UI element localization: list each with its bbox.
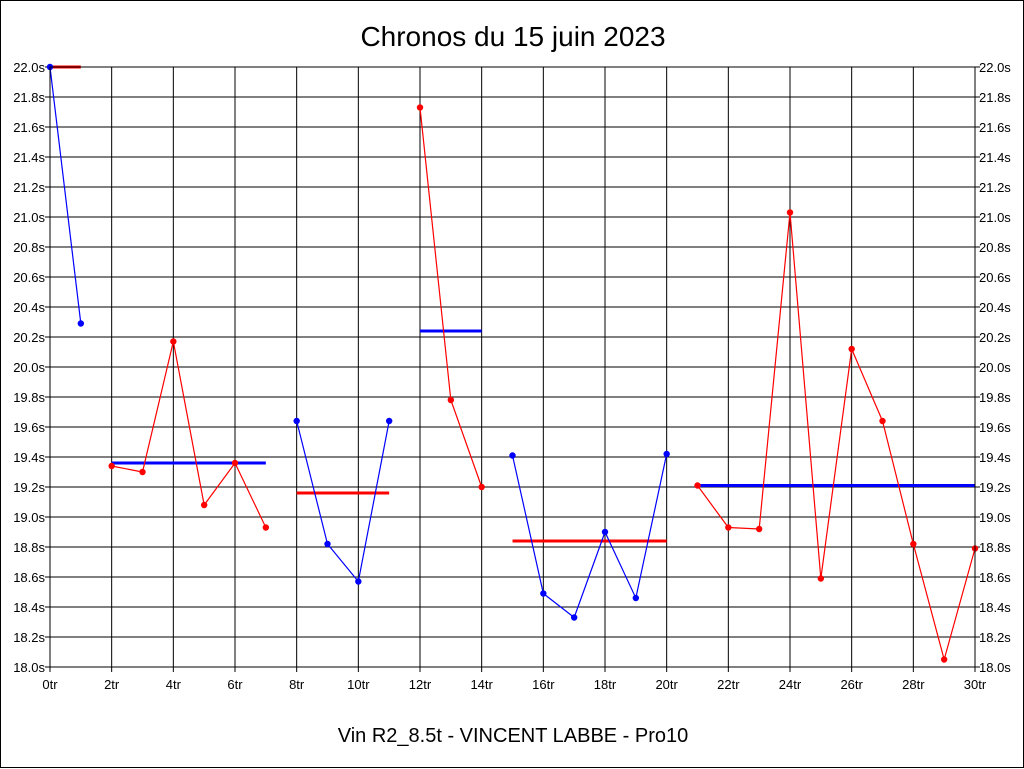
- y-tick-label-left: 19.6s: [13, 420, 45, 435]
- x-tick-label: 30tr: [964, 677, 987, 692]
- data-point: [509, 452, 516, 459]
- series-line: [111, 341, 267, 528]
- y-tick-label-left: 19.4s: [13, 450, 45, 465]
- data-point: [817, 575, 825, 582]
- y-tick-label-left: 18.6s: [13, 570, 45, 585]
- data-point: [848, 345, 855, 353]
- y-tick-label-left: 21.4s: [13, 150, 45, 165]
- y-tick-label-right: 20.0s: [979, 360, 1011, 375]
- y-tick-label-left: 18.2s: [13, 630, 45, 645]
- y-tick-label-right: 18.6s: [979, 570, 1011, 585]
- plot-border: [49, 66, 976, 668]
- data-point: [447, 396, 455, 404]
- y-tick-label-right: 20.2s: [979, 330, 1011, 345]
- y-tick-label-left: 20.0s: [13, 360, 45, 375]
- x-tick-label: 16tr: [532, 677, 555, 692]
- data-point: [478, 483, 485, 491]
- x-tick-label: 22tr: [717, 677, 740, 692]
- data-point: [324, 540, 331, 548]
- data-point: [786, 209, 794, 216]
- tick-labels: 0tr 2tr 4tr 6tr 8tr 10tr 12tr 14tr 16tr 18tr 20tr 2…: [13, 60, 1011, 692]
- data-point: [910, 540, 917, 548]
- series-line: [296, 420, 390, 583]
- y-tick-label-right: 21.8s: [979, 90, 1011, 105]
- data-point: [385, 417, 393, 425]
- data-point: [355, 578, 362, 585]
- x-tick-label: 24tr: [779, 677, 802, 692]
- y-tick-label-left: 20.6s: [13, 270, 45, 285]
- series-line: [511, 453, 668, 619]
- y-tick-label-right: 18.8s: [979, 540, 1011, 555]
- data-point: [879, 417, 886, 425]
- y-tick-label-left: 18.8s: [13, 540, 45, 555]
- series-line: [49, 66, 82, 324]
- y-tick-label-right: 18.2s: [979, 630, 1011, 645]
- y-tick-label-right: 21.0s: [979, 210, 1011, 225]
- series-points: [46, 63, 979, 663]
- y-tick-label-left: 19.8s: [13, 390, 45, 405]
- data-point: [416, 104, 424, 111]
- y-tick-label-right: 19.2s: [979, 480, 1011, 495]
- x-tick-label: 28tr: [902, 677, 925, 692]
- y-tick-label-right: 19.0s: [979, 510, 1011, 525]
- data-point: [694, 482, 701, 489]
- y-tick-label-left: 18.0s: [13, 660, 45, 675]
- x-tick-label: 2tr: [104, 677, 120, 692]
- x-tick-label: 8tr: [289, 677, 305, 692]
- series-line: [697, 212, 976, 662]
- y-tick-label-left: 20.8s: [13, 240, 45, 255]
- x-tick-label: 6tr: [227, 677, 243, 692]
- x-tick-label: 26tr: [840, 677, 863, 692]
- data-point: [601, 528, 609, 536]
- y-tick-label-right: 19.8s: [979, 390, 1011, 405]
- y-tick-label-left: 22.0s: [13, 60, 45, 75]
- data-point: [262, 524, 270, 531]
- data-point: [108, 462, 115, 470]
- y-tick-label-left: 21.6s: [13, 120, 45, 135]
- y-tick-label-right: 20.8s: [979, 240, 1011, 255]
- y-tick-label-right: 18.0s: [979, 660, 1011, 675]
- x-tick-label: 10tr: [347, 677, 370, 692]
- x-tick-label: 0tr: [42, 677, 58, 692]
- data-point: [170, 338, 177, 345]
- y-tick-label-left: 20.4s: [13, 300, 45, 315]
- data-point: [632, 594, 640, 602]
- x-tick-label: 20tr: [655, 677, 678, 692]
- data-point: [540, 590, 547, 597]
- data-point: [77, 320, 85, 327]
- data-point: [725, 524, 732, 531]
- y-tick-label-left: 20.2s: [13, 330, 45, 345]
- y-tick-label-left: 18.4s: [13, 600, 45, 615]
- y-tick-label-left: 21.2s: [13, 180, 45, 195]
- y-tick-label-right: 19.6s: [979, 420, 1011, 435]
- y-tick-label-right: 20.4s: [979, 300, 1011, 315]
- y-tick-label-right: 18.4s: [979, 600, 1011, 615]
- data-point: [293, 417, 300, 425]
- data-point: [231, 459, 239, 467]
- chart-title: Chronos du 15 juin 2023: [360, 21, 665, 52]
- y-tick-label-right: 21.4s: [979, 150, 1011, 165]
- chart-subtitle: Vin R2_8.5t - VINCENT LABBE - Pro10: [338, 725, 689, 747]
- x-tick-label: 18tr: [594, 677, 617, 692]
- data-point: [139, 468, 146, 476]
- data-point: [200, 501, 208, 509]
- y-tick-label-left: 19.2s: [13, 480, 45, 495]
- x-tick-label: 4tr: [166, 677, 182, 692]
- y-tick-label-right: 21.2s: [979, 180, 1011, 195]
- y-tick-label-left: 19.0s: [13, 510, 45, 525]
- x-tick-label: 12tr: [409, 677, 432, 692]
- y-tick-label-left: 21.8s: [13, 90, 45, 105]
- y-tick-label-right: 19.4s: [979, 450, 1011, 465]
- y-tick-label-right: 22.0s: [979, 60, 1011, 75]
- y-tick-label-right: 20.6s: [979, 270, 1011, 285]
- y-tick-label-left: 21.0s: [13, 210, 45, 225]
- y-tick-label-right: 21.6s: [979, 120, 1011, 135]
- x-tick-label: 14tr: [470, 677, 493, 692]
- data-point: [570, 614, 578, 621]
- data-point: [663, 450, 670, 458]
- data-point: [940, 656, 948, 663]
- data-point: [755, 525, 763, 533]
